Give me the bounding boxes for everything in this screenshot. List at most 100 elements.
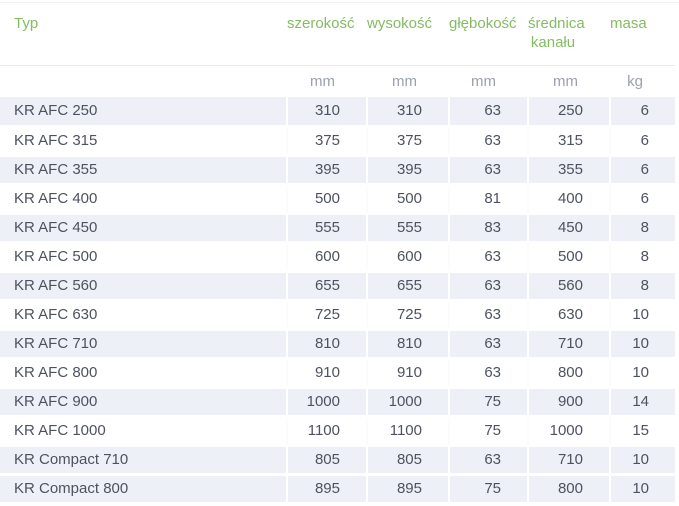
value-cell-wysokosc: 395 [366,155,449,186]
type-cell: KR AFC 500 [0,242,287,273]
value-cell-masa: 6 [609,97,675,128]
header-row: Typ szerokość wysokość głębokość średnic… [0,3,675,66]
table-row: KR AFC 630 725 725 63 630 10 [0,300,675,331]
value-cell-wysokosc: 375 [366,126,449,157]
value-cell-srednica_kanalu: 250 [527,97,610,128]
value-cell-glebokosc: 75 [448,387,528,418]
value-cell-srednica_kanalu: 500 [527,242,610,273]
table-row: KR AFC 710 810 810 63 710 10 [0,329,675,360]
column-header-label: szerokość [287,15,355,32]
value-cell-masa: 8 [609,242,675,273]
value-cell-glebokosc: 63 [448,155,528,186]
unit-cell-masa: kg [610,65,675,97]
column-header-label: wysokość [367,15,433,32]
column-header-masa: masa [610,3,675,66]
value-cell-szerokosc: 725 [286,300,367,331]
value-cell-szerokosc: 600 [286,242,367,273]
type-cell: KR AFC 1000 [0,416,287,447]
table-row: KR AFC 800 910 910 63 800 10 [0,358,675,389]
value-cell-masa: 6 [609,126,675,157]
value-cell-wysokosc: 910 [366,358,449,389]
value-cell-masa: 10 [609,445,675,476]
value-cell-masa: 8 [609,271,675,302]
column-header-label: średnica [528,15,585,32]
value-cell-srednica_kanalu: 450 [527,213,610,244]
column-header-szerokosc: szerokość [287,3,367,66]
table-row: KR AFC 500 600 600 63 500 8 [0,242,675,273]
value-cell-szerokosc: 805 [286,445,367,476]
value-cell-wysokosc: 1000 [366,387,449,418]
units-row: mm mm mm mm kg [0,65,675,97]
type-cell: KR AFC 710 [0,329,287,360]
value-cell-masa: 10 [609,358,675,389]
value-cell-szerokosc: 310 [286,97,367,128]
value-cell-szerokosc: 555 [286,213,367,244]
value-cell-wysokosc: 310 [366,97,449,128]
column-header-label: głębokość [449,15,517,32]
unit-cell-typ [0,65,287,97]
value-cell-szerokosc: 910 [286,358,367,389]
column-header-glebokosc: głębokość [449,3,528,66]
value-cell-srednica_kanalu: 315 [527,126,610,157]
unit-cell-wysokosc: mm [367,65,449,97]
type-cell: KR AFC 630 [0,300,287,331]
value-cell-wysokosc: 600 [366,242,449,273]
value-cell-glebokosc: 63 [448,329,528,360]
type-cell: KR AFC 900 [0,387,287,418]
value-cell-wysokosc: 895 [366,474,449,505]
table-row: KR AFC 900 1000 1000 75 900 14 [0,387,675,418]
value-cell-masa: 14 [609,387,675,418]
type-cell: KR Compact 710 [0,445,287,476]
value-cell-glebokosc: 83 [448,213,528,244]
value-cell-wysokosc: 810 [366,329,449,360]
value-cell-glebokosc: 63 [448,271,528,302]
value-cell-srednica_kanalu: 630 [527,300,610,331]
value-cell-glebokosc: 63 [448,300,528,331]
column-header-label: Typ [14,15,39,32]
value-cell-wysokosc: 1100 [366,416,449,447]
value-cell-srednica_kanalu: 800 [527,358,610,389]
value-cell-szerokosc: 395 [286,155,367,186]
value-cell-wysokosc: 555 [366,213,449,244]
value-cell-glebokosc: 63 [448,97,528,128]
table-row: KR Compact 710 805 805 63 710 10 [0,445,675,476]
value-cell-srednica_kanalu: 560 [527,271,610,302]
value-cell-masa: 6 [609,155,675,186]
table-row: KR AFC 560 655 655 63 560 8 [0,271,675,302]
column-header-srednica-kanalu: średnica kanału [528,3,610,66]
value-cell-szerokosc: 1000 [286,387,367,418]
value-cell-masa: 15 [609,416,675,447]
value-cell-srednica_kanalu: 710 [527,329,610,360]
value-cell-masa: 10 [609,300,675,331]
value-cell-wysokosc: 655 [366,271,449,302]
type-cell: KR AFC 450 [0,213,287,244]
type-cell: KR Compact 800 [0,474,287,505]
column-header-wysokosc: wysokość [367,3,449,66]
table-row: KR AFC 1000 1100 1100 75 1000 15 [0,416,675,447]
value-cell-glebokosc: 63 [448,126,528,157]
value-cell-glebokosc: 63 [448,358,528,389]
value-cell-szerokosc: 895 [286,474,367,505]
type-cell: KR AFC 800 [0,358,287,389]
table-row: KR AFC 250 310 310 63 250 6 [0,97,675,128]
value-cell-srednica_kanalu: 1000 [527,416,610,447]
value-cell-masa: 8 [609,213,675,244]
value-cell-srednica_kanalu: 800 [527,474,610,505]
value-cell-glebokosc: 75 [448,416,528,447]
product-spec-table: Typ szerokość wysokość głębokość średnic… [0,3,675,505]
value-cell-masa: 10 [609,329,675,360]
top-divider [0,2,679,3]
value-cell-srednica_kanalu: 355 [527,155,610,186]
value-cell-masa: 10 [609,474,675,505]
column-header-typ: Typ [0,3,287,66]
type-cell: KR AFC 315 [0,126,287,157]
value-cell-szerokosc: 500 [286,184,367,215]
type-cell: KR AFC 355 [0,155,287,186]
value-cell-wysokosc: 805 [366,445,449,476]
value-cell-wysokosc: 725 [366,300,449,331]
unit-cell-glebokosc: mm [449,65,528,97]
table-row: KR AFC 450 555 555 83 450 8 [0,213,675,244]
value-cell-glebokosc: 81 [448,184,528,215]
table-row: KR AFC 315 375 375 63 315 6 [0,126,675,157]
